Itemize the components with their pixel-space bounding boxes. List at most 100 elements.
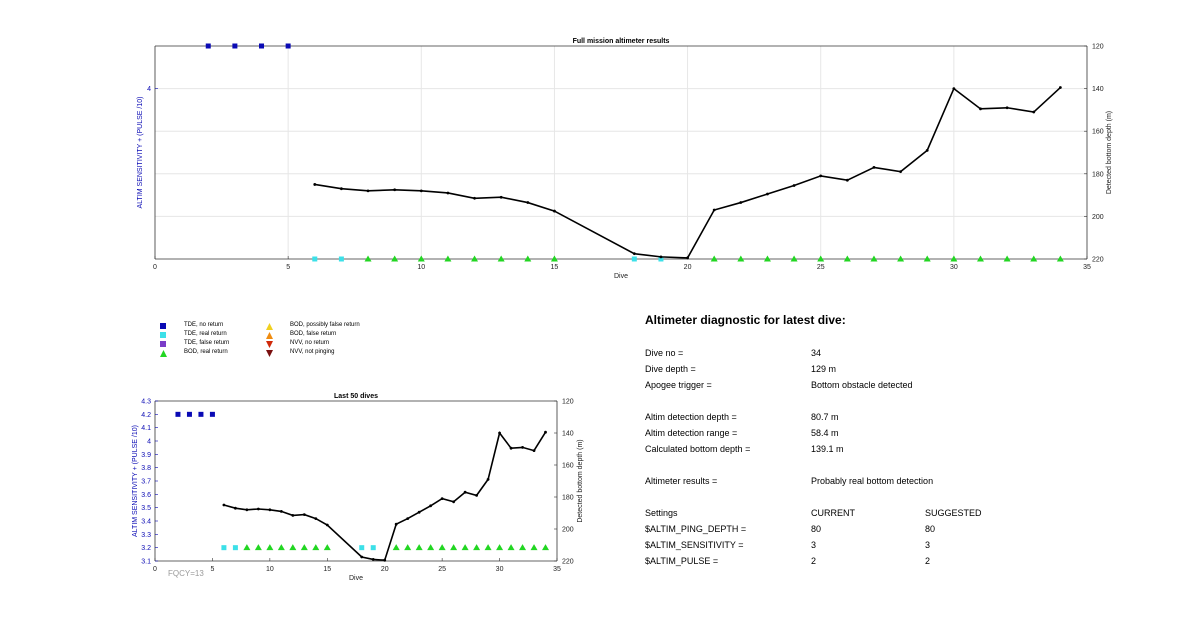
triangle-marker [1056,255,1064,262]
ping-depth-label: $ALTIM_PING_DEPTH = [645,524,747,534]
dive-no-label: Dive no = [645,348,684,358]
bottom-depth-point [222,503,226,507]
apogee-row: Apogee trigger = Bottom obstacle detecte… [645,380,1165,394]
y-right-tick-label: 120 [562,399,574,406]
chart-title: Last 50 dives [334,393,378,400]
bottom-depth-point [340,187,343,191]
x-tick-label: 5 [286,264,290,271]
triangle-down-marker-icon [266,350,273,357]
y-right-tick-label: 180 [1092,171,1104,178]
square-marker [338,256,344,262]
y-right-tick-label: 200 [562,527,574,534]
square-marker [312,256,318,262]
square-marker [359,545,365,551]
square-marker [209,411,215,417]
bottom-depth-point [417,510,421,514]
triangle-marker [1030,255,1038,262]
bottom-depth-point [360,555,364,559]
bottom-depth-point [302,513,306,516]
calculated-bottom-value: 139.1 m [811,444,844,454]
triangle-marker [843,255,851,262]
detection-range-label: Altim detection range = [645,428,738,438]
triangle-marker [524,255,532,262]
y-left-tick-label: 3.7 [141,479,151,486]
bottom-depth-point [509,446,513,450]
bottom-depth-point [1005,106,1009,110]
triangle-marker [519,544,527,551]
legend-label: BOD, false return [290,331,337,337]
pulse-label: $ALTIM_PULSE = [645,556,719,566]
legend-label: BOD, real return [184,349,228,355]
results-value: Probably real bottom detection [811,476,934,486]
y-left-tick-label: 3.4 [141,519,151,526]
bottom-depth-point [712,208,716,212]
bottom-depth-point [925,148,929,152]
triangle-marker [473,544,481,551]
triangle-marker [289,544,297,551]
sensitivity-suggested: 3 [925,540,931,550]
x-tick-label: 30 [950,264,958,271]
y-left-tick-label: 3.1 [141,559,151,566]
x-tick-label: 25 [438,566,446,573]
triangle-marker [461,544,469,551]
bottom-depth-point [739,201,743,204]
square-marker [232,43,238,49]
y-left-axis-label: ALTIM SENSITIVITY + (PULSE /10) [137,97,144,209]
triangle-marker [312,544,320,551]
y-right-tick-label: 220 [1092,257,1104,264]
square-marker [221,545,227,551]
detection-depth-row: Altim detection depth = 80.7 m [645,412,1165,426]
diagnostic-title: Altimeter diagnostic for latest dive: [645,313,846,327]
triangle-marker [923,255,931,262]
square-marker [631,256,637,262]
bottom-depth-point [234,506,237,510]
square-marker-icon [160,341,166,347]
x-tick-label: 35 [1083,264,1091,271]
square-marker-icon [160,323,166,329]
bottom-depth-point [463,490,467,494]
legend-label: NVV, not pinging [290,349,335,355]
triangle-up-marker-icon [266,332,273,339]
bottom-depth-point [819,174,823,178]
bottom-depth-point [419,189,423,193]
bottom-depth-point [659,255,663,259]
y-left-tick-label: 4 [147,439,151,446]
square-marker [285,43,291,49]
bottom-depth-point [475,494,478,497]
x-tick-label: 0 [153,566,157,573]
triangle-marker [976,255,984,262]
triangle-marker [790,255,798,262]
sensitivity-row: $ALTIM_SENSITIVITY = 3 3 [645,540,1165,554]
bottom-depth-point [440,497,444,500]
bottom-depth-line [223,431,547,562]
x-tick-label: 35 [553,566,561,573]
y-right-tick-label: 160 [1092,129,1104,136]
square-marker [232,545,238,551]
x-tick-label: 20 [684,264,692,271]
square-marker [658,256,664,262]
triangle-marker [484,544,492,551]
bottom-depth-point [371,558,375,561]
x-axis-label: Dive [614,273,628,280]
bottom-depth-point [245,508,249,512]
bottom-depth-point [544,430,547,434]
bottom-depth-point [268,508,272,512]
bottom-depth-point [526,201,530,204]
ping-depth-suggested: 80 [925,524,936,534]
triangle-marker [550,255,558,262]
triangle-marker [497,255,505,262]
dive-depth-label: Dive depth = [645,364,696,374]
y-right-axis-label: Detected bottom depth (m) [1106,111,1113,194]
y-right-tick-label: 180 [562,495,574,502]
bottom-depth-point [486,478,490,481]
y-right-tick-label: 160 [562,463,574,470]
bottom-depth-point [979,107,982,111]
triangle-down-marker-icon [266,341,273,348]
triangle-marker [254,544,262,551]
triangle-marker [737,255,745,262]
y-left-tick-label: 3.9 [141,452,151,459]
triangle-marker [364,255,372,262]
y-right-tick-label: 200 [1092,214,1104,221]
triangle-marker [277,544,285,551]
